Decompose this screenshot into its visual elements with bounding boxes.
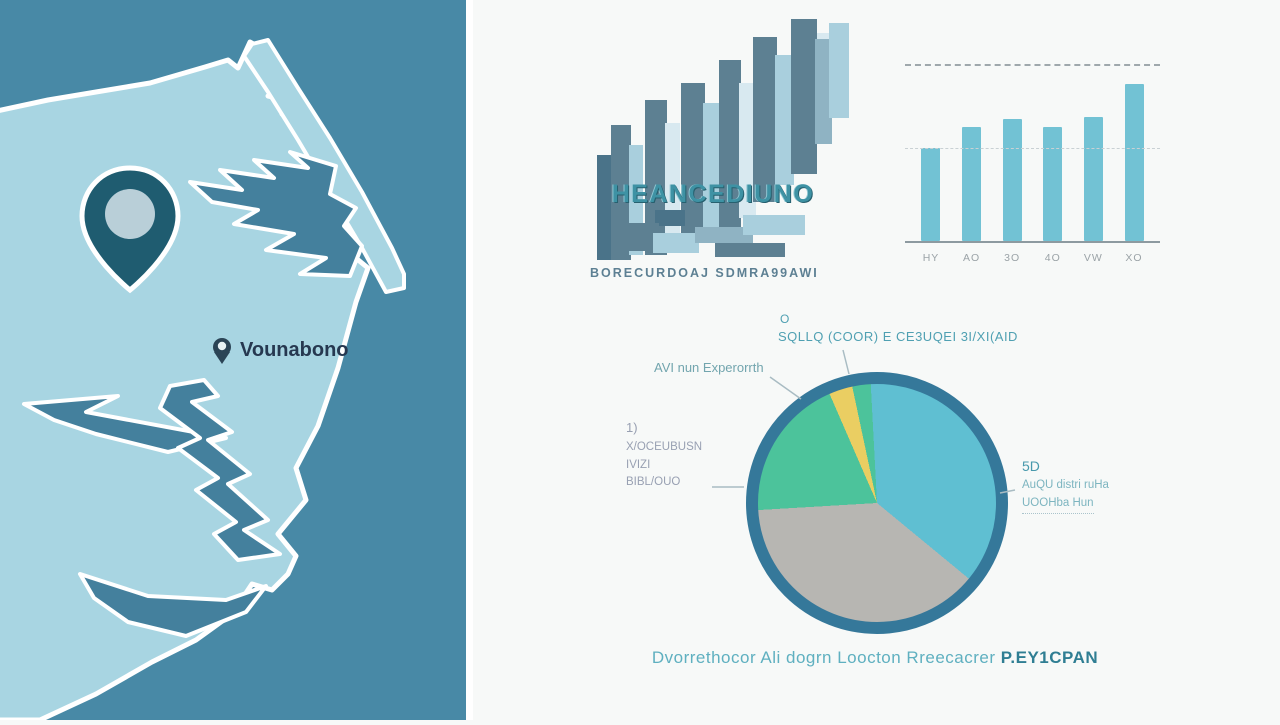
location-pin-icon <box>79 165 181 294</box>
bar <box>1043 127 1063 241</box>
pie-annotation-left-line2: X/OCEUBUSN <box>626 440 703 453</box>
infographic-title: HEANCEDIUNO <box>611 180 815 208</box>
panel-divider <box>466 0 473 720</box>
bar-label: 4O <box>1044 252 1061 264</box>
pie-chart <box>746 372 1008 634</box>
caption-text: Dvorrethocor Ali dogrn Loocton Rreecacre… <box>651 648 1001 667</box>
river-inlet <box>158 378 282 562</box>
bar <box>1084 116 1104 241</box>
bar-label: XO <box>1125 252 1143 264</box>
pie-annotation-top-marker: O <box>780 312 790 326</box>
map-pin-icon <box>213 338 231 364</box>
bar <box>1002 118 1022 241</box>
cityscape-illustration <box>597 19 849 260</box>
pie-annotation-left-line1: 1) <box>626 420 638 435</box>
pie-annotation-right-line3: UOOHba Hun <box>1022 495 1094 514</box>
building-group <box>597 19 849 260</box>
bar <box>1124 83 1144 241</box>
bar-chart <box>905 64 1160 243</box>
pie-annotation-right: 5D AuQU distri ruHa UOOHba Hun <box>1022 456 1109 514</box>
bar-chart-mid-gridline <box>905 148 1160 149</box>
location-label: Vounabono <box>240 339 349 361</box>
map-illustration: Vounabono <box>0 0 470 723</box>
pie-annotation-top: SQLLQ (COOR) E CE3UQEI 3I/XI(AID <box>778 329 1018 344</box>
map-panel: Vounabono <box>0 0 470 723</box>
bar-label: VW <box>1083 252 1103 264</box>
sound-inlet <box>188 150 364 278</box>
bar-chart-axis-labels: HY AO 3O 4O VW XO <box>905 252 1160 264</box>
bar-label: 3O <box>1004 252 1021 264</box>
pie-annotation-left-line3: IVIZI <box>626 458 651 471</box>
bar <box>921 148 940 241</box>
pie-annotation-right-line1: 5D <box>1022 458 1040 474</box>
bar-label: HY <box>922 252 940 264</box>
caption-bold-text: P.EY1CPAN <box>1000 648 1099 667</box>
pie-annotation-right-line2: AuQU distri ruHa <box>1022 479 1109 492</box>
bar <box>961 127 981 241</box>
pie-annotation-left-line4: BIBL/OUO <box>626 476 681 489</box>
caption: Dvorrethocor Ali dogrn Loocton Rreecacre… <box>480 648 1270 668</box>
pie-annotation-left: 1) X/OCEUBUSN IVIZI BIBL/OUO <box>626 418 702 492</box>
infographic-subtitle: BORECURDOAJ SDMRA99AWI <box>590 266 819 280</box>
lower-inlet <box>78 572 268 638</box>
bar-label: AO <box>963 252 981 264</box>
pie-annotation-upper-left: AVI nun Experorrth <box>654 360 764 375</box>
